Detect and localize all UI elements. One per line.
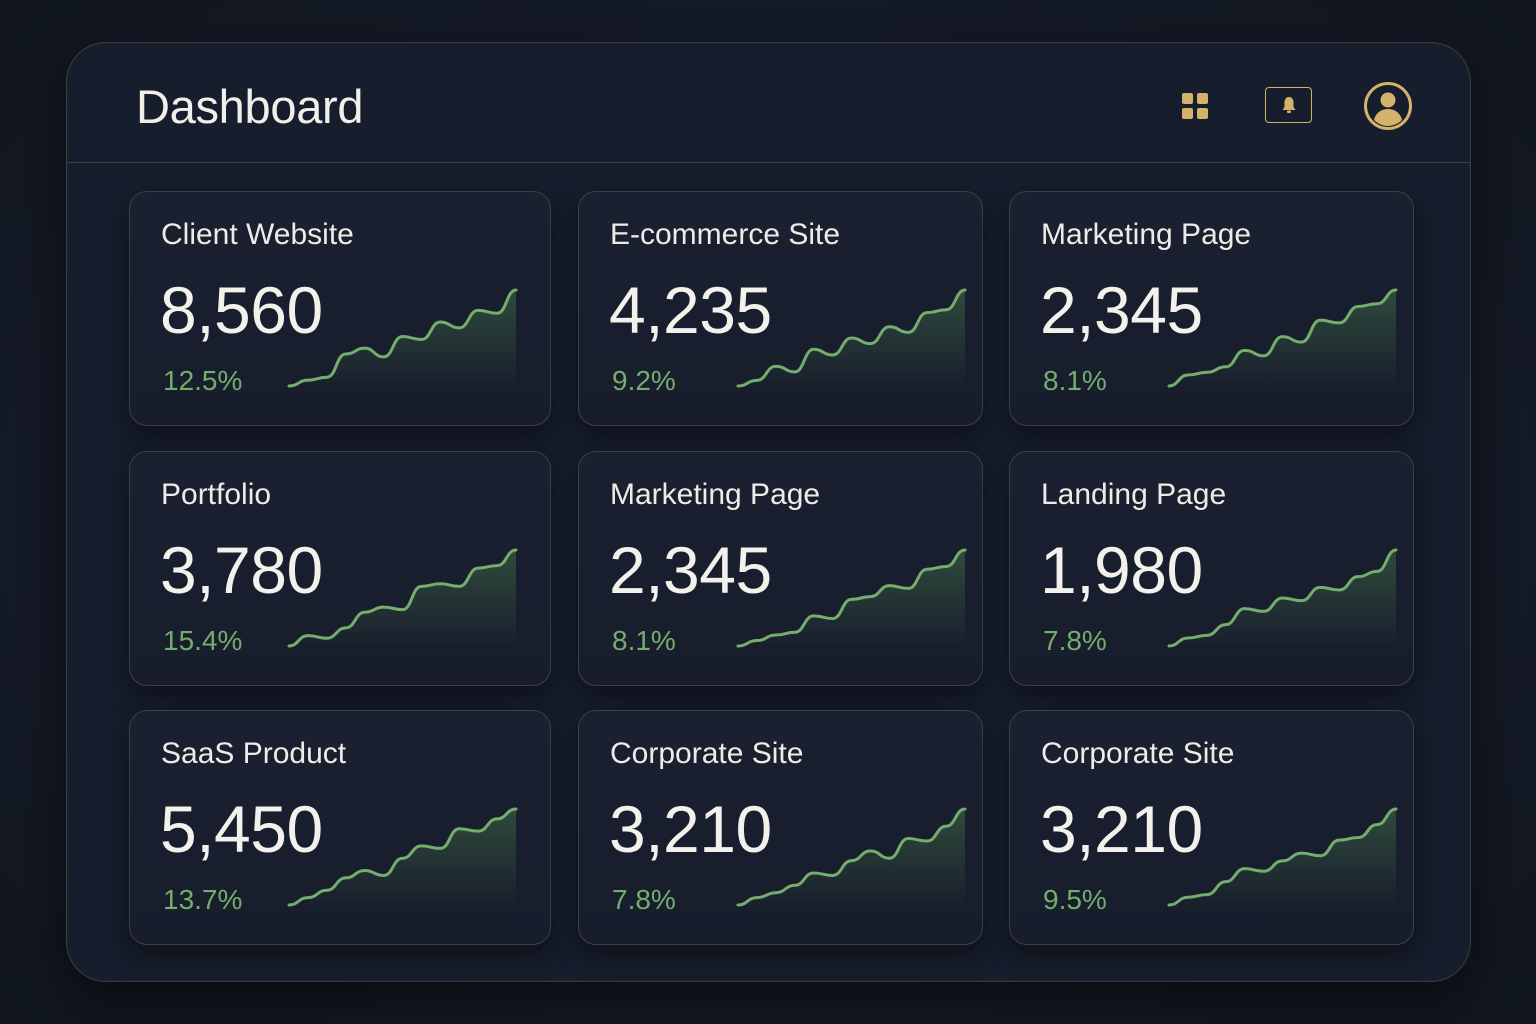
card-value: 4,235 [609,273,772,347]
card-change: 8.1% [612,625,676,656]
card-change: 15.4% [163,625,243,656]
card-title: E-commerce Site [610,218,841,251]
sparkline-chart [736,288,967,390]
card-value: 1,980 [1040,533,1203,607]
card-value: 5,450 [160,792,323,866]
sparkline-line [287,548,518,648]
sparkline-chart [736,548,967,650]
grid-icon [1182,93,1208,119]
sparkline-chart [1167,548,1398,650]
card-change: 7.8% [612,884,676,915]
card-title: Marketing Page [610,478,821,511]
metric-card[interactable]: E-commerce Site 4,235 9.2% [578,191,983,426]
sparkline-line [1167,807,1398,907]
sparkline-chart [1167,288,1398,390]
sparkline-area [1169,809,1396,909]
card-change: 12.5% [163,365,243,396]
header-bar: Dashboard [67,43,1470,163]
card-value: 3,780 [160,533,323,607]
metric-card[interactable]: Marketing Page 2,345 8.1% [1009,191,1414,426]
user-profile-button[interactable] [1363,81,1413,131]
sparkline-chart [287,807,518,909]
notifications-button[interactable] [1265,87,1312,123]
metric-card[interactable]: Corporate Site 3,210 9.5% [1009,710,1414,945]
bell-icon [1282,97,1295,113]
grid-view-button[interactable] [1175,86,1215,126]
sparkline-chart [736,807,967,909]
sparkline-area [289,290,516,390]
metric-card[interactable]: Corporate Site 3,210 7.8% [578,710,983,945]
sparkline-chart [287,548,518,650]
card-value: 8,560 [160,273,323,347]
sparkline-line [287,288,518,388]
dashboard-window: Dashboard Client Website 8,56 [66,42,1471,982]
card-value: 2,345 [609,533,772,607]
metric-card[interactable]: SaaS Product 5,450 13.7% [129,710,551,945]
user-icon [1364,82,1412,130]
card-title: Marketing Page [1041,218,1252,251]
card-change: 7.8% [1043,625,1107,656]
card-title: Portfolio [161,478,272,511]
metric-card[interactable]: Client Website 8,560 12.5% [129,191,551,426]
sparkline-chart [287,288,518,390]
card-value: 3,210 [609,792,772,866]
metric-card[interactable]: Portfolio 3,780 15.4% [129,451,551,686]
page-title: Dashboard [136,80,364,133]
card-change: 9.5% [1043,884,1107,915]
sparkline-line [736,807,967,907]
card-title: Client Website [161,218,354,251]
card-value: 3,210 [1040,792,1203,866]
card-change: 9.2% [612,365,676,396]
sparkline-area [738,809,965,909]
sparkline-line [1167,288,1398,388]
sparkline-line [736,288,967,388]
card-title: Landing Page [1041,478,1227,511]
card-title: Corporate Site [1041,737,1235,770]
metric-card[interactable]: Landing Page 1,980 7.8% [1009,451,1414,686]
sparkline-line [287,807,518,907]
sparkline-chart [1167,807,1398,909]
card-title: SaaS Product [161,737,347,770]
sparkline-area [1169,290,1396,390]
sparkline-area [289,550,516,650]
metric-card[interactable]: Marketing Page 2,345 8.1% [578,451,983,686]
sparkline-area [738,290,965,390]
card-value: 2,345 [1040,273,1203,347]
card-change: 8.1% [1043,365,1107,396]
card-title: Corporate Site [610,737,804,770]
card-change: 13.7% [163,884,243,915]
sparkline-line [736,548,967,648]
sparkline-line [1167,548,1398,648]
